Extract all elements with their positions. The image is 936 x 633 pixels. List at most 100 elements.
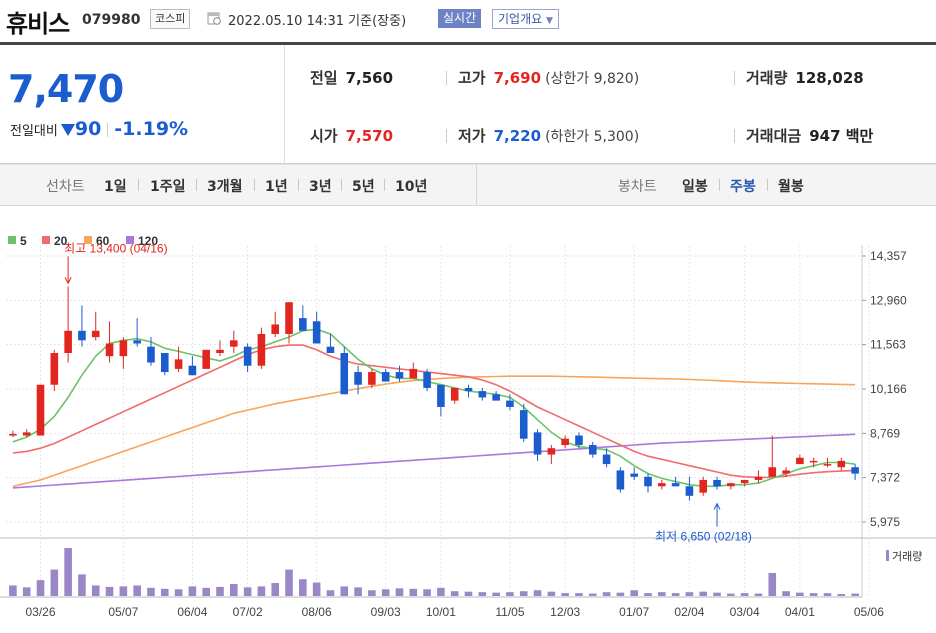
volume-bar <box>368 590 376 596</box>
volume-bar <box>782 591 790 596</box>
change-percent: -1.19% <box>114 118 189 140</box>
candle-body <box>575 435 583 446</box>
candle-body <box>547 448 556 455</box>
line-chart-label: 선차트 <box>46 179 85 195</box>
period-10y[interactable]: 10년 <box>395 179 428 195</box>
candle-body <box>782 470 790 474</box>
period-1y[interactable]: 1년 <box>265 179 288 195</box>
volume-bar <box>699 591 708 596</box>
candle-body <box>105 343 114 357</box>
candle-body <box>837 460 846 468</box>
volume-bar <box>340 586 349 596</box>
x-tick-label: 01/07 <box>619 605 649 619</box>
volume-bar <box>796 592 804 596</box>
ma60-line <box>12 375 856 488</box>
x-tick-label: 03/26 <box>26 605 56 619</box>
legend-label: 120 <box>138 234 158 248</box>
volume-legend-swatch <box>886 550 889 561</box>
price-change: 전일대비 90 -1.19% <box>10 118 188 140</box>
legend-swatch <box>126 236 134 244</box>
candle-body <box>257 333 266 366</box>
volume-value: 128,028 <box>795 69 864 87</box>
volume-bar <box>423 589 431 596</box>
amount-label: 거래대금 <box>746 127 802 145</box>
volume-bar <box>22 587 31 596</box>
open-value: 7,570 <box>345 127 394 145</box>
volume-bar <box>147 587 155 596</box>
prev-close: 전일 7,560 <box>310 67 393 88</box>
period-1w[interactable]: 1주일 <box>150 179 186 195</box>
volume-bar <box>823 593 832 596</box>
period-3m[interactable]: 3개월 <box>207 179 243 195</box>
stock-chart: 14,357 12,960 11,563 10,166 8,769 7,372 5,975 0… <box>0 205 936 619</box>
candle-body <box>437 384 445 407</box>
volume-bar <box>547 591 556 596</box>
volume-bar <box>630 590 638 596</box>
calendar-icon <box>207 12 221 25</box>
low-annotation: 최저 6,650 (02/18) <box>655 530 752 544</box>
candle-body <box>368 372 376 385</box>
volume-bar <box>91 585 100 596</box>
low-value: 7,220 <box>493 127 542 145</box>
candle-body <box>340 353 349 395</box>
timestamp: 2022.05.10 14:31 기준(장중) <box>228 14 407 29</box>
ma5-line <box>12 328 856 488</box>
company-info-dropdown[interactable]: 기업개요 ▼ <box>492 9 559 29</box>
y-tick-label: 8,769 <box>870 426 900 440</box>
candle-body <box>133 340 141 344</box>
candle-body <box>727 483 735 487</box>
candle-body <box>602 454 611 465</box>
x-tick-label: 06/04 <box>177 605 207 619</box>
x-tick-label: 11/05 <box>495 605 524 619</box>
volume: 거래량 128,028 <box>746 67 864 88</box>
period-1d[interactable]: 1일 <box>104 179 127 195</box>
y-tick-label: 10,166 <box>870 382 907 396</box>
volume-bar <box>685 592 694 596</box>
period-3y[interactable]: 3년 <box>309 179 332 195</box>
volume-bar <box>837 594 846 596</box>
candle-body <box>230 340 238 347</box>
legend-label: 5 <box>20 234 27 248</box>
company-info-label: 기업개요 <box>498 12 543 26</box>
realtime-button[interactable]: 실시간 <box>438 9 482 28</box>
down-triangle-icon <box>60 124 75 136</box>
candle-body <box>478 391 487 398</box>
volume-bar <box>354 587 362 596</box>
candle-body <box>533 432 542 455</box>
candle-monthly[interactable]: 월봉 <box>778 179 804 195</box>
amount-value: 947 백만 <box>809 127 874 145</box>
upper-limit: (상한가 9,820) <box>545 71 640 87</box>
x-tick-label: 10/01 <box>426 605 456 619</box>
volume-bar <box>437 587 445 596</box>
volume-bar <box>713 592 721 596</box>
candle-body <box>740 479 749 484</box>
chart-period-nav: 선차트 1일 1주일 3개월 1년 3년 5년 10년 봉차트 일봉 주봉 월봉 <box>0 164 936 206</box>
candle-body <box>519 410 528 439</box>
volume-bar <box>216 586 224 596</box>
x-tick-label: 08/06 <box>302 605 332 619</box>
candle-body <box>630 473 638 477</box>
candle-body <box>713 479 721 487</box>
x-tick-label: 09/03 <box>371 605 401 619</box>
candle-body <box>616 470 625 490</box>
candle-weekly[interactable]: 주봉 <box>730 179 756 195</box>
volume-bar <box>160 588 169 596</box>
candle-body <box>851 467 859 474</box>
stock-header: 휴비스 079980 코스피 2022.05.10 14:31 기준(장중) 실… <box>0 0 936 42</box>
candle-body <box>768 467 777 477</box>
candle-daily[interactable]: 일봉 <box>682 179 708 195</box>
period-5y[interactable]: 5년 <box>352 179 375 195</box>
volume-bar <box>188 586 197 596</box>
candle-body <box>423 372 431 388</box>
legend-swatch <box>84 236 92 244</box>
volume-bar <box>478 592 487 596</box>
candle-body <box>188 365 197 376</box>
x-tick-label: 03/04 <box>730 605 760 619</box>
candle-body <box>588 445 597 455</box>
volume-bar <box>243 587 252 596</box>
candle-body <box>796 457 804 465</box>
high-arrowhead <box>64 277 72 285</box>
high-price: 고가 7,690 (상한가 9,820) <box>458 67 639 88</box>
candle-body <box>174 359 183 369</box>
candle-body <box>160 353 169 373</box>
